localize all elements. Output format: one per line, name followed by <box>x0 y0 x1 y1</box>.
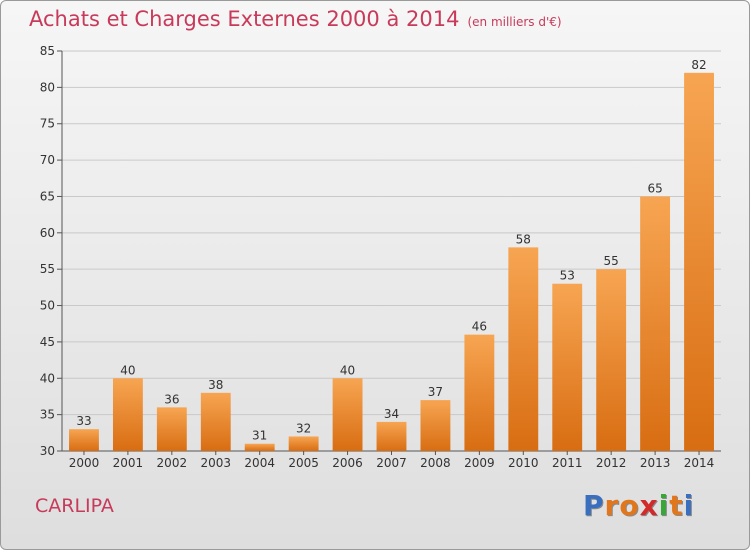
bar-value-label: 58 <box>516 232 531 246</box>
y-tick-label: 35 <box>40 408 55 422</box>
y-tick-label: 65 <box>40 189 55 203</box>
bar <box>596 269 627 451</box>
y-tick-label: 45 <box>40 335 55 349</box>
logo-letter: i <box>683 489 695 522</box>
x-tick-label: 2006 <box>332 456 363 470</box>
y-tick-label: 40 <box>40 371 55 385</box>
bar <box>684 72 714 452</box>
bar-value-label: 38 <box>208 378 223 392</box>
x-tick-label: 2004 <box>244 456 275 470</box>
y-tick-label: 30 <box>40 444 55 458</box>
chart-unit-note: (en milliers d'€) <box>467 15 562 29</box>
bar-value-label: 32 <box>296 421 311 435</box>
bar <box>420 400 451 451</box>
bar <box>552 283 583 451</box>
logo-letter: i <box>658 489 670 522</box>
bar <box>200 392 231 451</box>
x-tick-label: 2008 <box>420 456 451 470</box>
y-tick-label: 55 <box>40 262 55 276</box>
chart-title: Achats et Charges Externes 2000 à 2014 (e… <box>29 7 562 31</box>
bar-value-label: 65 <box>647 181 662 195</box>
bar-value-label: 36 <box>164 392 179 406</box>
x-tick-label: 2012 <box>596 456 627 470</box>
bar-value-label: 40 <box>340 363 355 377</box>
y-tick-label: 60 <box>40 226 55 240</box>
x-tick-label: 2014 <box>684 456 715 470</box>
bar <box>69 429 99 451</box>
logo-letter: x <box>639 489 659 522</box>
x-tick-label: 2011 <box>552 456 583 470</box>
bar-value-label: 46 <box>472 320 487 334</box>
x-tick-label: 2000 <box>69 456 100 470</box>
logo-letter: P <box>583 489 605 522</box>
bar-value-label: 82 <box>691 58 706 72</box>
x-tick-label: 2002 <box>157 456 188 470</box>
bar-value-label: 34 <box>384 407 399 421</box>
proxiti-logo: Proxiti <box>583 489 694 522</box>
x-tick-label: 2013 <box>640 456 671 470</box>
bar <box>464 334 495 451</box>
bar-value-label: 31 <box>252 429 267 443</box>
bar <box>376 421 407 451</box>
bar-value-label: 55 <box>604 254 619 268</box>
y-tick-label: 75 <box>40 117 55 131</box>
bar <box>508 247 539 451</box>
logo-letter: t <box>669 489 684 522</box>
chart-title-text: Achats et Charges Externes 2000 à 2014 <box>29 7 460 31</box>
logo-letter: r <box>604 489 620 522</box>
bar <box>156 407 187 451</box>
y-tick-label: 50 <box>40 299 55 313</box>
commune-name: CARLIPA <box>35 495 114 517</box>
x-tick-label: 2003 <box>200 456 231 470</box>
bar <box>640 196 671 451</box>
y-tick-label: 85 <box>40 44 55 58</box>
y-tick-label: 80 <box>40 80 55 94</box>
x-tick-label: 2009 <box>464 456 495 470</box>
bar <box>332 378 363 451</box>
bar <box>244 443 275 451</box>
y-tick-label: 70 <box>40 153 55 167</box>
x-tick-label: 2005 <box>288 456 319 470</box>
bar <box>112 378 143 451</box>
bar-value-label: 37 <box>428 385 443 399</box>
x-tick-label: 2007 <box>376 456 407 470</box>
bar <box>288 436 319 451</box>
x-tick-label: 2010 <box>508 456 539 470</box>
bar-value-label: 33 <box>76 414 91 428</box>
logo-letter: o <box>619 489 640 522</box>
bar-value-label: 53 <box>560 269 575 283</box>
bar-value-label: 40 <box>120 363 135 377</box>
x-tick-label: 2001 <box>113 456 144 470</box>
